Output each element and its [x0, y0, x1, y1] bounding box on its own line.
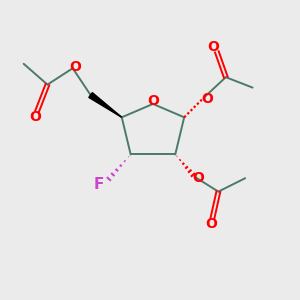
Text: O: O	[205, 217, 217, 231]
Text: O: O	[201, 92, 213, 106]
Polygon shape	[89, 93, 122, 117]
Text: O: O	[147, 94, 159, 108]
Text: O: O	[30, 110, 41, 124]
Text: O: O	[192, 171, 204, 185]
Text: O: O	[69, 60, 81, 74]
Text: O: O	[207, 40, 219, 55]
Text: F: F	[93, 177, 104, 192]
